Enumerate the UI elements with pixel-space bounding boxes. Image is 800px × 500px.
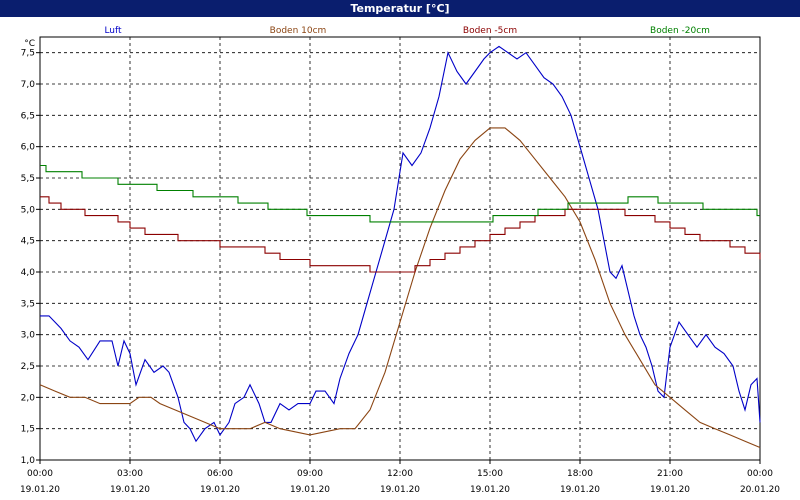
x-tick-time-label: 21:00 bbox=[657, 469, 683, 479]
series-line-1 bbox=[39, 127, 761, 449]
y-axis-unit-label: °C bbox=[24, 39, 35, 49]
y-tick-label: 1,0 bbox=[21, 456, 36, 466]
x-tick-date-label: 19.01.20 bbox=[470, 485, 510, 495]
y-tick-label: 7,5 bbox=[21, 49, 35, 59]
gridlines bbox=[39, 37, 761, 461]
x-tick-date-label: 19.01.20 bbox=[290, 485, 330, 495]
legend: Luft Boden 10cm Boden -5cm Boden -20cm bbox=[104, 26, 710, 36]
x-tick-time-label: 00:00 bbox=[747, 469, 773, 479]
legend-entry-1: Boden 10cm bbox=[270, 26, 327, 36]
x-tick-time-label: 12:00 bbox=[387, 469, 413, 479]
x-tick-time-label: 15:00 bbox=[477, 469, 503, 479]
y-tick-label: 3,0 bbox=[21, 331, 36, 341]
y-tick-label: 7,0 bbox=[21, 80, 36, 90]
legend-entry-3: Boden -20cm bbox=[650, 26, 710, 36]
y-tick-label: 6,0 bbox=[21, 143, 36, 153]
y-tick-label: 5,5 bbox=[21, 174, 35, 184]
x-tick-time-label: 06:00 bbox=[207, 469, 233, 479]
y-tick-label: 2,0 bbox=[21, 393, 36, 403]
y-tick-label: 1,5 bbox=[21, 425, 35, 435]
x-tick-time-label: 00:00 bbox=[27, 469, 53, 479]
series-line-3 bbox=[40, 164, 760, 223]
x-tick-date-label: 19.01.20 bbox=[650, 485, 690, 495]
x-tick-time-label: 09:00 bbox=[297, 469, 323, 479]
chart-title: Temperatur [°C] bbox=[0, 0, 800, 17]
x-tick-date-label: 19.01.20 bbox=[380, 485, 420, 495]
x-tick-time-label: 03:00 bbox=[117, 469, 143, 479]
legend-entry-0: Luft bbox=[104, 26, 122, 36]
x-tick-date-label: 19.01.20 bbox=[200, 485, 240, 495]
legend-entry-2: Boden -5cm bbox=[463, 26, 517, 36]
x-tick-date-label: 19.01.20 bbox=[110, 485, 150, 495]
y-tick-label: 3,5 bbox=[21, 299, 35, 309]
series-line-2 bbox=[40, 196, 761, 273]
y-tick-label: 5,0 bbox=[21, 205, 36, 215]
y-axis: 1,0 1,5 2,0 2,5 3,0 3,5 4,0 4,5 5,0 5,5 6,0 6,5 7,0 7… bbox=[21, 39, 40, 466]
y-tick-label: 6,5 bbox=[21, 111, 35, 121]
y-tick-label: 4,0 bbox=[21, 268, 36, 278]
series-line-0 bbox=[40, 45, 761, 443]
x-axis: 00:00 19.01.20 03:00 19.01.20 06:00 19.01.20 0… bbox=[20, 460, 780, 495]
series-lines bbox=[39, 45, 761, 449]
y-tick-label: 2,5 bbox=[21, 362, 35, 372]
x-tick-time-label: 18:00 bbox=[567, 469, 593, 479]
x-tick-date-label: 20.01.20 bbox=[740, 485, 780, 495]
x-tick-date-label: 19.01.20 bbox=[560, 485, 600, 495]
x-tick-date-label: 19.01.20 bbox=[20, 485, 60, 495]
y-tick-label: 4,5 bbox=[21, 237, 35, 247]
